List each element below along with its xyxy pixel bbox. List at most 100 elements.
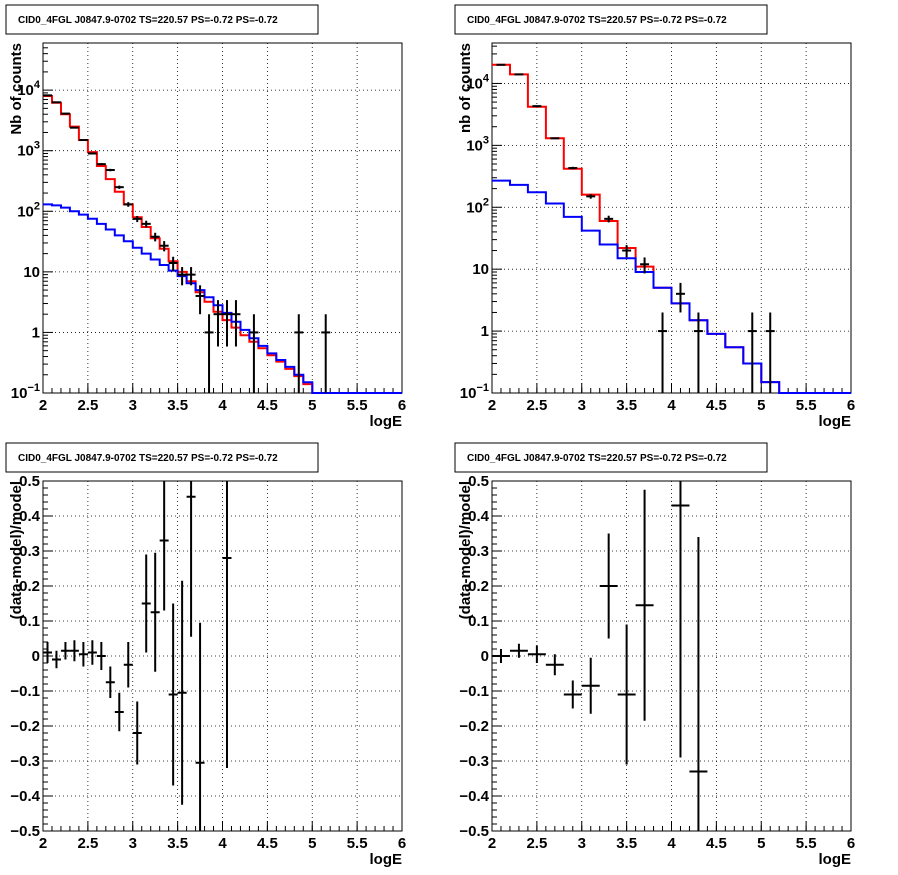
x-tick-label: 6 [847, 835, 855, 852]
y-tick-label: −0.2 [459, 718, 489, 735]
x-tick-label: 3.5 [167, 397, 188, 414]
residual-point [43, 642, 52, 663]
title-box [454, 4, 768, 35]
residual-point [635, 489, 654, 721]
data-point [550, 137, 560, 140]
y-tick-label: −0.3 [459, 753, 489, 770]
y-tick-label: 0 [481, 648, 489, 665]
data-point [69, 126, 79, 129]
x-tick-label: 4.5 [257, 397, 278, 414]
residual-point [114, 692, 124, 732]
x-tick-label: 4.5 [257, 835, 278, 852]
x-tick-label: 4 [218, 397, 227, 414]
x-tick-label: 5.5 [347, 835, 368, 852]
residual-point [689, 537, 708, 831]
residual-point [105, 666, 115, 698]
y-tick-label: 102 [466, 196, 489, 216]
data-point [195, 285, 205, 315]
x-axis-title: logE [819, 413, 852, 430]
y-tick-label: 0.1 [19, 613, 40, 630]
y-tick-label: 0.5 [19, 473, 40, 490]
data-point [141, 220, 151, 228]
data-point [604, 215, 614, 223]
y-tick-label: 0.4 [19, 508, 41, 525]
data-point [186, 267, 196, 286]
y-tick-label: −0.2 [10, 718, 40, 735]
x-tick-label: 3 [578, 397, 586, 414]
plot-frame [491, 42, 852, 394]
y-tick-label: 103 [17, 140, 40, 160]
residual-point [150, 552, 160, 672]
residual-point [563, 680, 582, 709]
data-point [213, 300, 223, 347]
data-point [123, 202, 133, 207]
y-tick-label: 104 [17, 79, 41, 99]
data-point [78, 139, 88, 142]
y-tick-label: 102 [17, 200, 40, 220]
histogram-series-2 [492, 179, 851, 394]
plot-title: CID0_4FGL J0847.9-0702 TS=220.57 PS=-0.7… [18, 15, 278, 26]
data-point [622, 245, 632, 258]
plot-panel-2: 2 2.5 3 3.5 4 4.5 5 5.5 6 10−1 1 10 102 103 104 logE nb … [454, 4, 855, 430]
data-point [658, 312, 668, 393]
residual-point [222, 481, 232, 768]
data-point [96, 163, 106, 166]
y-tick-label: 0.2 [468, 578, 489, 595]
y-tick-label: 0.3 [19, 543, 40, 560]
title-box [5, 442, 319, 473]
data-point [150, 232, 160, 242]
data-point [640, 257, 650, 274]
residual-point [581, 657, 600, 714]
residual-point [141, 554, 151, 653]
x-tick-label: 3 [129, 835, 137, 852]
y-tick-label: 1 [32, 324, 40, 341]
x-tick-label: 2.5 [77, 397, 98, 414]
y-tick-label: −0.5 [459, 823, 489, 840]
data-point [294, 314, 304, 393]
residual-point [195, 622, 205, 831]
x-tick-label: 3 [578, 835, 586, 852]
data-point [675, 282, 685, 313]
residual-point [96, 642, 106, 670]
data-point [321, 314, 331, 393]
data-point [87, 152, 97, 155]
x-tick-label: 4 [667, 397, 676, 414]
residual-point [168, 603, 178, 786]
y-tick-label: 0 [32, 648, 40, 665]
x-tick-label: 5.5 [796, 397, 817, 414]
y-tick-label: 10−1 [460, 382, 489, 402]
x-tick-label: 3.5 [616, 835, 637, 852]
x-tick-label: 6 [847, 397, 855, 414]
data-point [132, 215, 142, 223]
x-tick-label: 5.5 [347, 397, 368, 414]
x-tick-label: 6 [398, 835, 406, 852]
y-tick-label: −0.4 [459, 788, 489, 805]
x-tick-label: 5 [308, 397, 316, 414]
data-point [177, 267, 187, 286]
x-tick-label: 2 [488, 835, 496, 852]
y-tick-label: −0.1 [10, 683, 40, 700]
x-axis-title: logE [370, 851, 403, 868]
x-tick-label: 5 [757, 397, 765, 414]
y-tick-label: 0.1 [468, 613, 489, 630]
data-point [43, 94, 52, 97]
y-axis-title: nb of counts [457, 43, 474, 133]
residual-point [617, 624, 636, 765]
residual-point [599, 533, 618, 639]
x-axis-title: logE [819, 851, 852, 868]
y-tick-label: 1 [481, 323, 489, 340]
title-box [454, 442, 768, 473]
residual-point [177, 580, 187, 805]
data-point [51, 101, 61, 104]
y-tick-label: −0.1 [459, 683, 489, 700]
x-tick-label: 5 [757, 835, 765, 852]
data-point [747, 312, 757, 393]
residual-point [492, 649, 510, 663]
plot-panel-3: 2 2.5 3 3.5 4 4.5 5 5.5 6 −0.5 −0.4 −0.3 −0.2 −0.1 0 0.… [5, 442, 406, 868]
x-tick-label: 3.5 [167, 835, 188, 852]
x-tick-label: 4.5 [706, 397, 727, 414]
residual-point [671, 481, 690, 758]
plot-title: CID0_4FGL J0847.9-0702 TS=220.57 PS=-0.7… [467, 453, 727, 464]
plot-frame [42, 42, 403, 394]
x-tick-label: 4.5 [706, 835, 727, 852]
